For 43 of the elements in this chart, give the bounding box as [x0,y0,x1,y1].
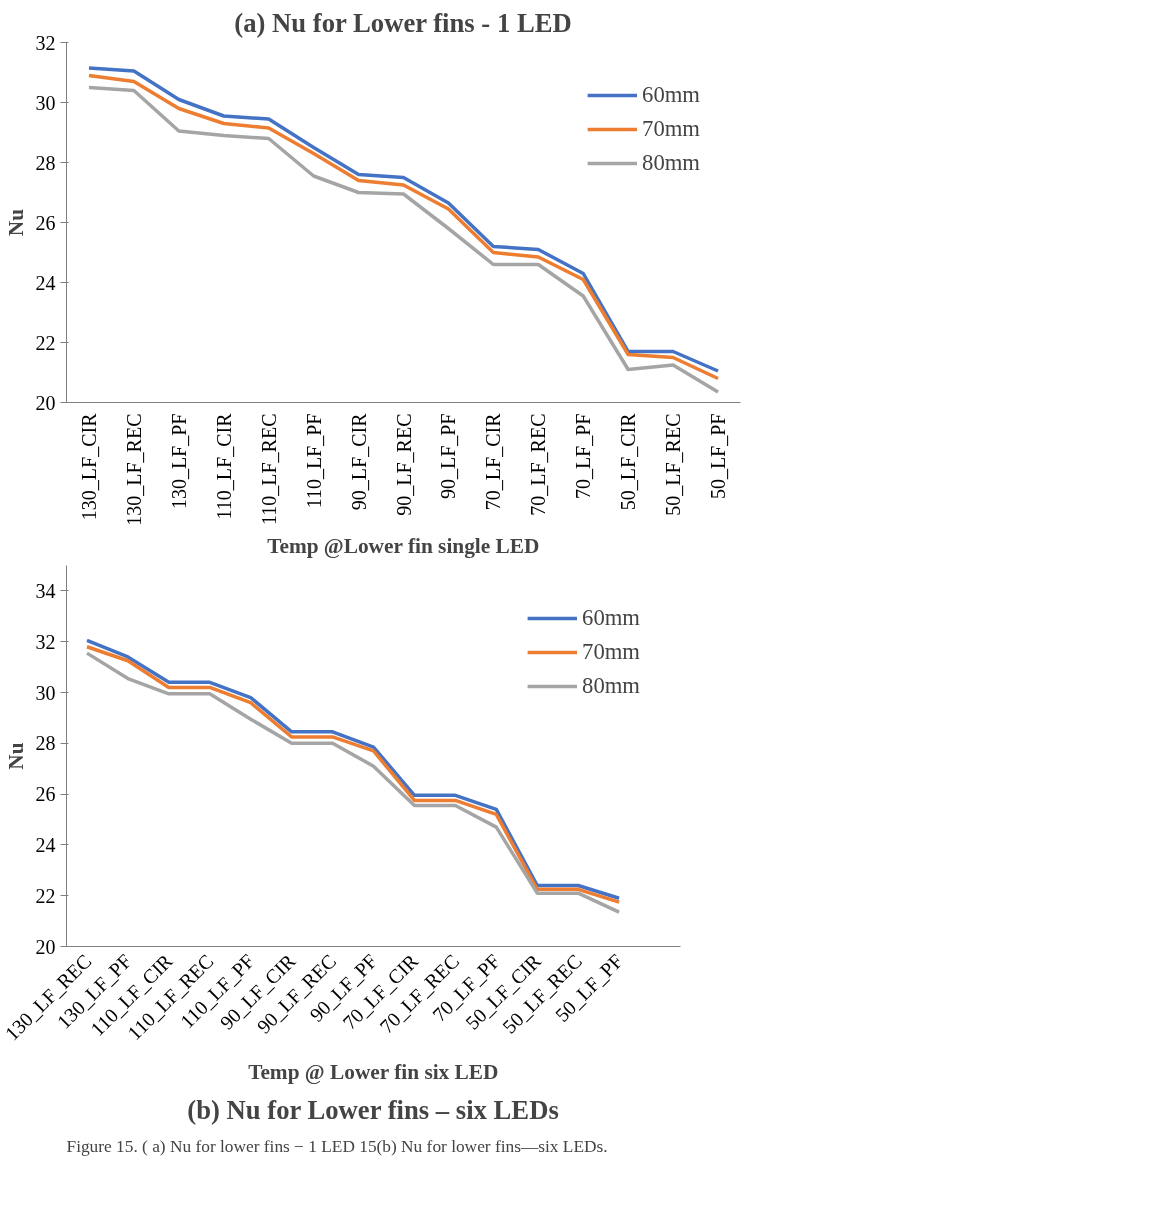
chart-title: (a) Nu for Lower fins - 1 LED [234,7,572,38]
y-tick-label: 20 [35,391,56,414]
text: (b) Nu for Lower fins – six LEDs [187,1094,559,1125]
legend-label: 60mm [642,82,700,108]
x-tick-label: 130_LF_CIR [77,412,100,521]
legend-label: 80mm [642,150,700,176]
legend-label: 60mm [582,605,640,631]
y-tick-label: 24 [35,833,56,856]
x-tick-label: 70_LF_CIR [482,412,505,511]
x-tick-label: 130_LF_PF [167,413,190,510]
legend-label: 70mm [642,116,700,142]
x-axis-title: Temp @ Lower fin six LED [248,1060,499,1085]
y-tick-label: 24 [35,271,56,294]
y-axis-title: Nu [3,208,28,237]
legend-label: 70mm [582,639,640,665]
y-tick-label: 22 [35,884,56,907]
x-tick-label: 90_LF_REC [392,413,415,516]
x-tick-label: 90_LF_PF [437,413,460,500]
y-tick-label: 30 [35,91,56,114]
x-tick-label: 50_LF_PF [707,413,730,500]
y-tick-label: 26 [35,211,56,234]
y-tick-label: 34 [35,579,56,602]
y-tick-label: 30 [35,681,56,704]
y-tick-label: 28 [35,732,56,755]
y-tick-label: 26 [35,783,56,806]
x-tick-label: 90_LF_CIR [347,412,370,511]
caption: Figure 15. ( a) Nu for lower fins − 1 LED 15(b) Nu for lower fins—six LEDs. [66,1136,608,1156]
x-tick-label: 50_LF_REC [662,413,685,516]
y-tick-label: 22 [35,331,56,354]
x-tick-label: 70_LF_REC [527,413,550,516]
y-tick-label: 32 [35,31,56,54]
x-tick-label: 130_LF_REC [122,413,145,526]
x-tick-label: 50_LF_CIR [617,412,640,511]
x-axis-title: Temp @Lower fin single LED [267,533,540,558]
x-tick-label: 110_LF_CIR [212,412,235,520]
x-tick-label: 110_LF_REC [257,413,280,525]
x-tick-label: 110_LF_PF [302,413,325,509]
y-tick-label: 28 [35,151,56,174]
y-tick-label: 20 [35,935,56,958]
legend-label: 80mm [582,673,640,699]
x-tick-label: 70_LF_PF [572,413,595,500]
y-axis-title: Nu [3,742,28,770]
y-tick-label: 32 [35,630,56,653]
